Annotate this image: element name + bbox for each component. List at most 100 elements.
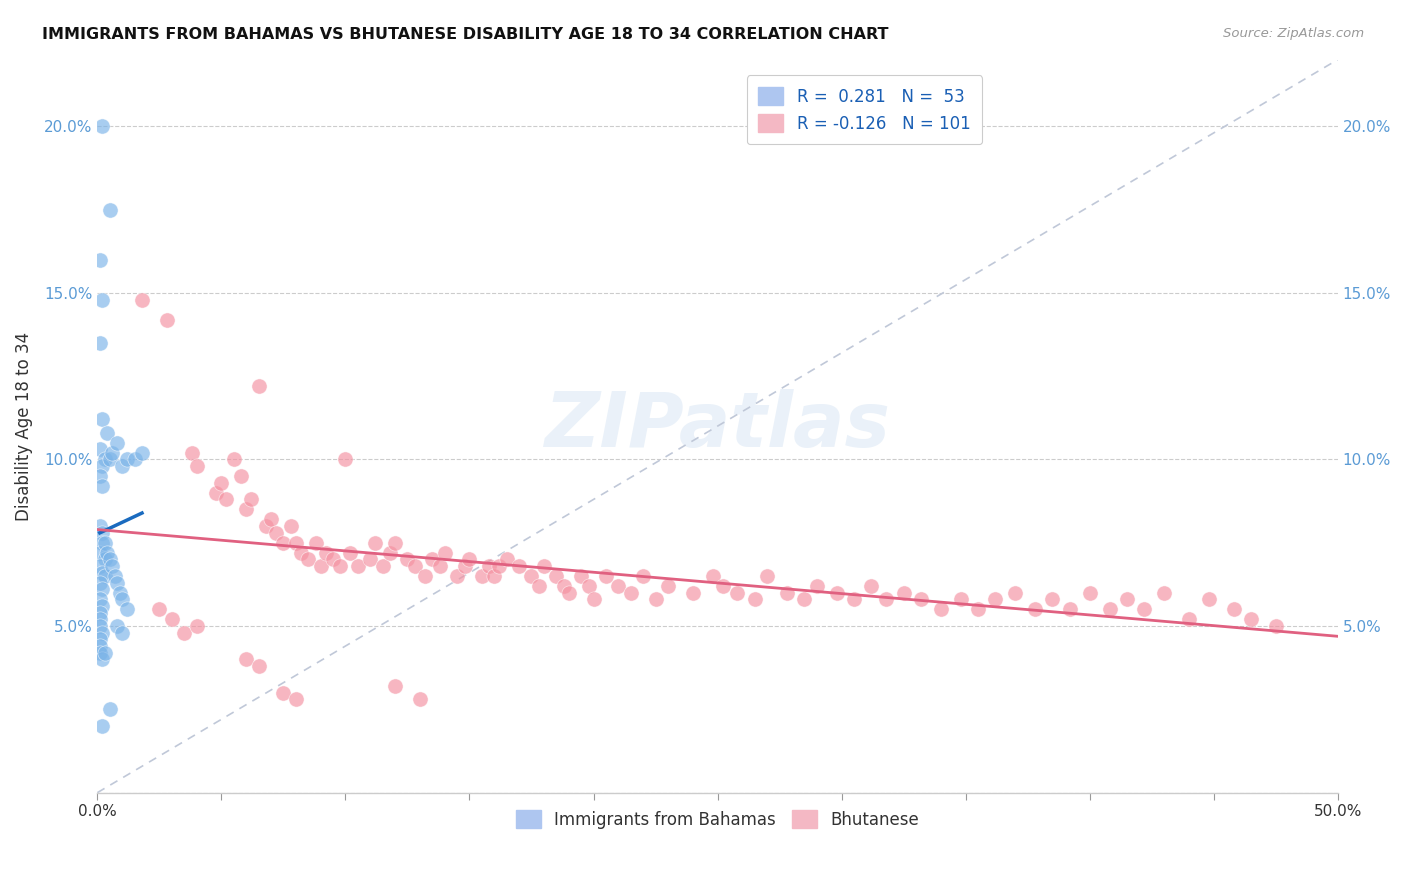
Point — [329, 559, 352, 574]
Point — [273, 686, 295, 700]
Point — [1059, 602, 1081, 616]
Point — [91, 412, 114, 426]
Point — [776, 585, 799, 599]
Point — [533, 559, 555, 574]
Point — [1042, 592, 1064, 607]
Point — [115, 452, 138, 467]
Point — [546, 569, 568, 583]
Point — [104, 569, 127, 583]
Point — [1133, 602, 1156, 616]
Point — [111, 459, 134, 474]
Point — [89, 559, 111, 574]
Point — [1024, 602, 1046, 616]
Point — [89, 252, 111, 267]
Point — [553, 579, 575, 593]
Point — [108, 585, 131, 599]
Point — [98, 552, 121, 566]
Text: Source: ZipAtlas.com: Source: ZipAtlas.com — [1223, 27, 1364, 40]
Point — [520, 569, 543, 583]
Text: IMMIGRANTS FROM BAHAMAS VS BHUTANESE DISABILITY AGE 18 TO 34 CORRELATION CHART: IMMIGRANTS FROM BAHAMAS VS BHUTANESE DIS… — [42, 27, 889, 42]
Point — [1115, 592, 1137, 607]
Point — [297, 552, 319, 566]
Point — [413, 569, 436, 583]
Point — [254, 519, 277, 533]
Point — [359, 552, 381, 566]
Point — [384, 679, 406, 693]
Point — [984, 592, 1007, 607]
Point — [910, 592, 932, 607]
Point — [101, 446, 124, 460]
Point — [205, 485, 228, 500]
Point — [875, 592, 897, 607]
Point — [131, 293, 153, 307]
Point — [495, 552, 517, 566]
Point — [91, 566, 114, 580]
Point — [582, 592, 605, 607]
Point — [806, 579, 828, 593]
Point — [702, 569, 724, 583]
Point — [96, 546, 118, 560]
Point — [322, 552, 344, 566]
Point — [94, 646, 117, 660]
Point — [335, 452, 357, 467]
Point — [89, 575, 111, 590]
Point — [744, 592, 766, 607]
Point — [91, 599, 114, 613]
Point — [91, 120, 114, 134]
Point — [280, 519, 302, 533]
Point — [180, 446, 202, 460]
Point — [682, 585, 704, 599]
Point — [420, 552, 443, 566]
Point — [595, 569, 617, 583]
Point — [148, 602, 170, 616]
Point — [98, 202, 121, 217]
Point — [825, 585, 848, 599]
Point — [508, 559, 530, 574]
Point — [657, 579, 679, 593]
Point — [96, 425, 118, 440]
Point — [89, 546, 111, 560]
Point — [371, 559, 394, 574]
Point — [105, 435, 128, 450]
Point — [89, 639, 111, 653]
Point — [1078, 585, 1101, 599]
Point — [569, 569, 592, 583]
Point — [111, 592, 134, 607]
Point — [756, 569, 779, 583]
Point — [315, 546, 337, 560]
Point — [471, 569, 494, 583]
Point — [1198, 592, 1220, 607]
Point — [89, 519, 111, 533]
Point — [156, 312, 179, 326]
Point — [433, 546, 456, 560]
Point — [235, 652, 257, 666]
Point — [793, 592, 815, 607]
Point — [409, 692, 432, 706]
Point — [607, 579, 630, 593]
Point — [91, 652, 114, 666]
Point — [89, 612, 111, 626]
Point — [222, 452, 245, 467]
Text: ZIPatlas: ZIPatlas — [544, 389, 890, 463]
Point — [527, 579, 550, 593]
Point — [631, 569, 654, 583]
Point — [284, 535, 307, 549]
Point — [860, 579, 883, 593]
Point — [453, 559, 475, 574]
Point — [260, 512, 283, 526]
Point — [893, 585, 915, 599]
Point — [94, 452, 117, 467]
Point — [967, 602, 990, 616]
Point — [91, 479, 114, 493]
Point — [488, 559, 510, 574]
Point — [131, 446, 153, 460]
Point — [89, 619, 111, 633]
Point — [91, 582, 114, 597]
Point — [89, 592, 111, 607]
Point — [273, 535, 295, 549]
Point — [91, 535, 114, 549]
Point — [215, 492, 238, 507]
Point — [186, 459, 208, 474]
Point — [929, 602, 952, 616]
Point — [231, 469, 253, 483]
